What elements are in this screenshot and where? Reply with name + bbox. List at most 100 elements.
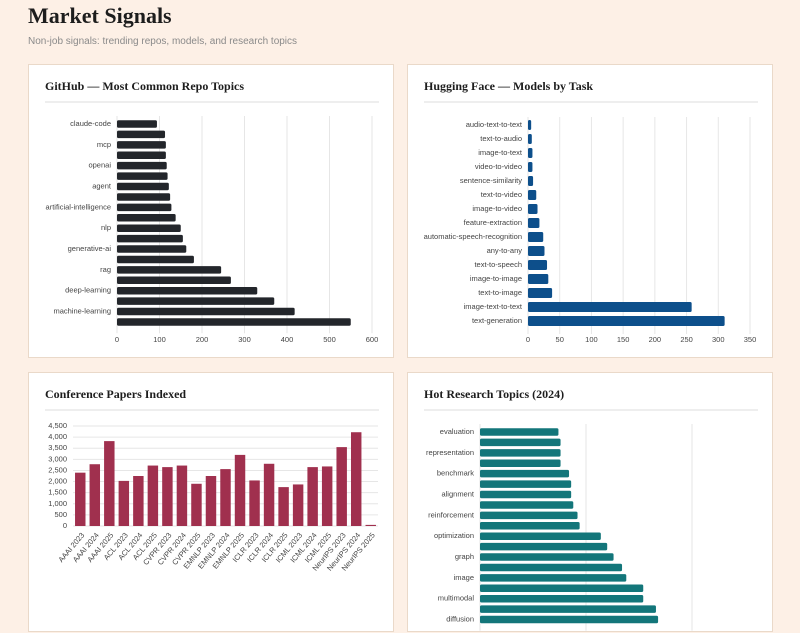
bar [528,134,532,144]
y-tick-label: image-to-video [472,204,522,213]
y-tick-label: 1,000 [48,499,67,508]
bar [117,193,171,201]
y-tick-label: rag [100,265,111,274]
y-tick-label: claude-code [70,119,111,128]
bar [176,465,188,526]
y-tick-label: automatic-speech-recognition [424,232,522,241]
y-tick-label: image-to-text [478,148,523,157]
x-tick-label: 200 [196,335,209,344]
bar [117,224,181,232]
bar [480,563,623,572]
x-tick-label: 600 [366,335,379,344]
bar [480,438,561,447]
y-tick-label: any-to-any [487,246,523,255]
bar [480,542,608,551]
bar [117,161,167,170]
bar [117,172,168,180]
y-tick-label: text-to-speech [474,260,522,269]
y-tick-label: 500 [54,510,67,519]
bar [117,130,166,139]
y-tick-label: 1,500 [48,488,67,497]
x-tick-label: 400 [281,335,294,344]
bar [528,176,534,186]
bar [117,182,169,191]
bar [307,467,318,526]
bar [528,120,532,130]
bar [263,463,275,526]
bar [480,501,574,509]
bar [528,302,692,312]
y-tick-label: agent [92,182,112,191]
y-tick-label: 3,000 [48,454,67,463]
bar [528,232,544,242]
x-tick-label: 100 [153,335,166,344]
bar [117,141,166,149]
bar [528,204,538,214]
chart: Conference Papers Indexed 0 500 1,000 1,500 2… [45,387,379,573]
bar [336,447,347,526]
bar [480,594,644,603]
y-tick-label: video-to-video [475,162,522,171]
bar [480,615,659,624]
y-tick-label: 4,000 [48,432,67,441]
chart-title: Conference Papers Indexed [45,387,186,401]
bar [75,472,86,526]
bar [365,524,376,526]
y-tick-label: image [454,573,474,582]
bar [480,511,578,520]
bar [117,297,275,305]
chart: Hot Research Topics (2024) evaluation repr… [424,387,758,631]
y-tick-label: 2,500 [48,465,67,474]
y-tick-label: artificial-intelligence [46,202,111,211]
bar [117,286,258,295]
bar [480,584,644,593]
bar [89,464,101,526]
y-tick-label: 3,500 [48,443,67,452]
x-tick-label: 250 [680,335,693,344]
bar [528,162,533,172]
chart: Hugging Face — Models by Task 0 50 100 150 20… [424,79,758,344]
bar [117,276,231,285]
y-tick-label: mcp [97,140,111,149]
chart-panel: Hot Research Topics (2024) evaluation repr… [407,372,773,632]
bar [528,246,545,256]
y-tick-label: nlp [101,223,111,232]
bar [191,483,202,526]
bar [117,151,166,160]
bar [480,574,627,582]
y-tick-label: machine-learning [53,307,111,316]
y-tick-label: deep-learning [65,286,111,295]
y-tick-label: text-generation [472,316,522,325]
x-tick-label: 0 [526,335,530,344]
x-tick-label: 50 [556,335,564,344]
bar [117,307,295,316]
bar [278,487,289,526]
chart-panel: Conference Papers Indexed 0 500 1,000 1,500 2… [28,372,394,632]
y-tick-label: benchmark [437,469,474,478]
y-tick-label: representation [426,448,474,457]
y-tick-label: feature-extraction [464,218,522,227]
x-tick-label: 300 [238,335,251,344]
y-tick-label: multimodal [438,594,475,603]
bar [117,214,176,222]
bar [117,245,187,253]
x-tick-label: 300 [712,335,725,344]
bar [205,476,217,526]
x-tick-label: 500 [323,335,336,344]
bar [118,480,130,526]
bar [528,288,553,298]
y-tick-label: reinforcement [428,510,475,519]
y-tick-label: text-to-video [481,190,522,199]
bar [480,522,580,530]
bar [117,266,222,274]
y-tick-label: openai [88,161,111,170]
y-tick-label: graph [455,552,474,561]
y-tick-label: image-text-to-text [464,302,523,311]
chart: GitHub — Most Common Repo Topics 0 100 200 3… [45,79,379,344]
bar [480,459,561,468]
x-tick-label: 150 [617,335,630,344]
bar [480,490,572,499]
bar [528,190,537,200]
y-tick-label: 4,500 [48,421,67,430]
